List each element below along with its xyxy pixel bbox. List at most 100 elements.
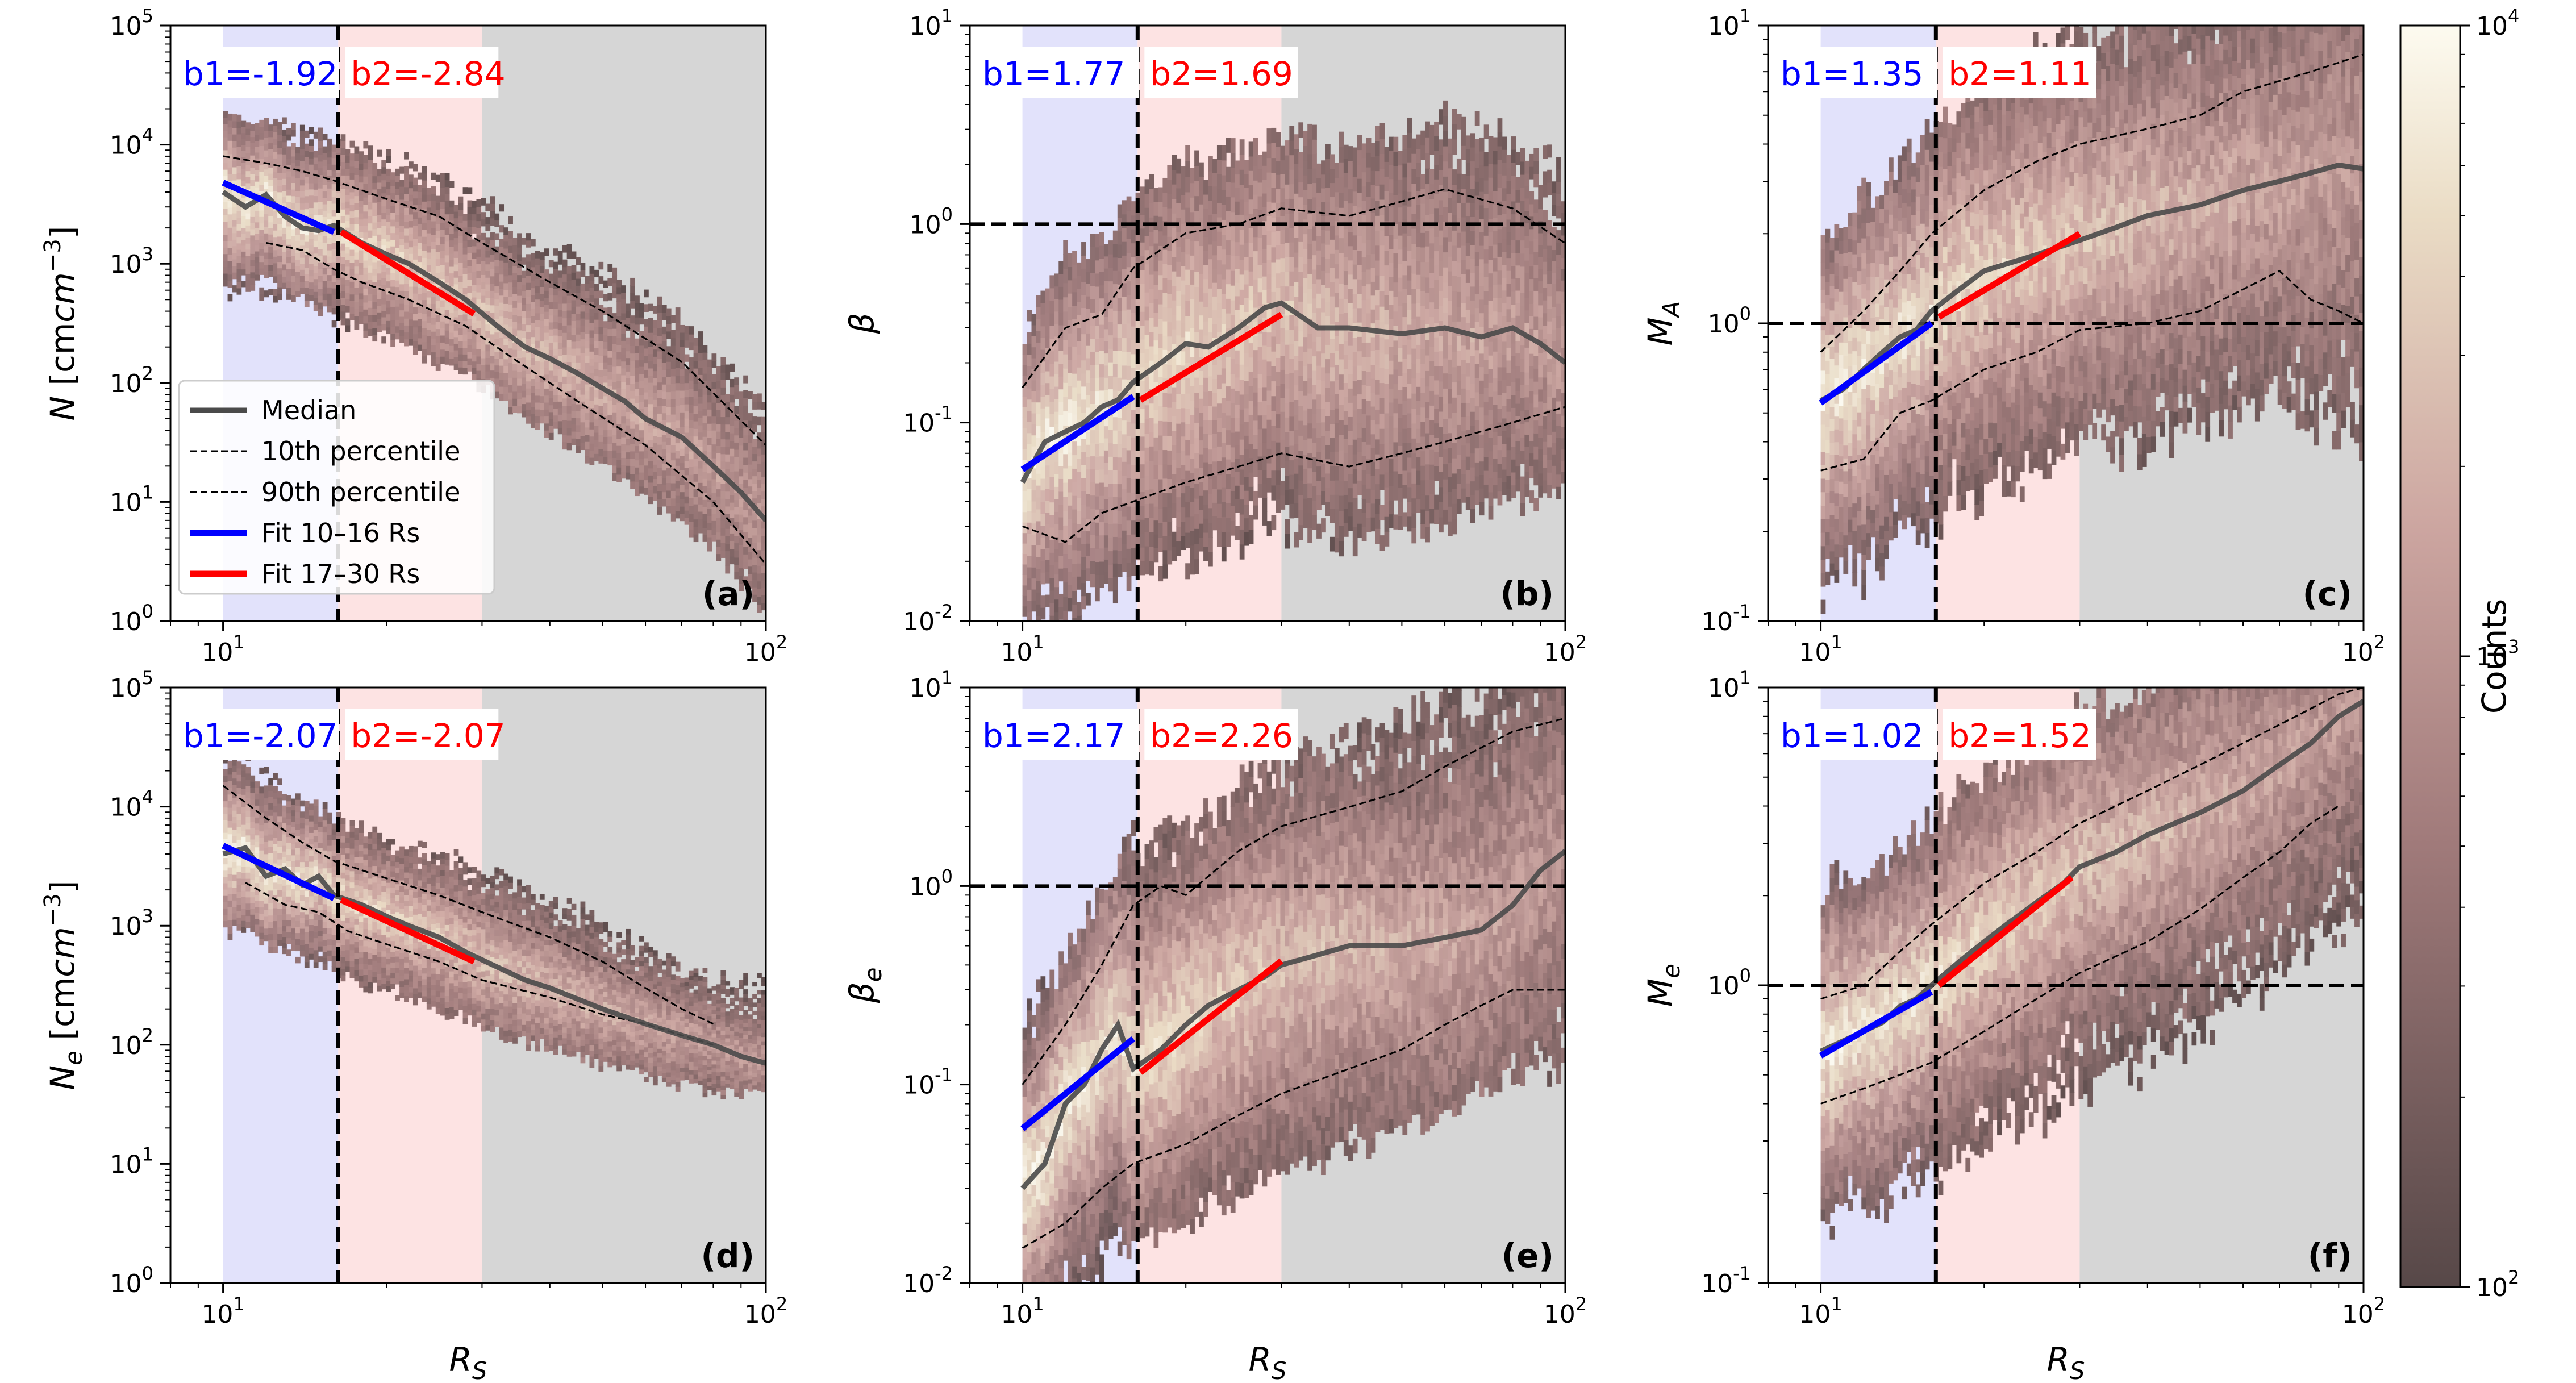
y-axis-label: N [cmcm−3]: [40, 226, 82, 421]
panel-f: b1=1.02 b2=1.52 (f) 10-1 100 101 101 102 RS Me: [1641, 667, 2385, 1383]
axes-frame: [169, 24, 767, 622]
axes-frame: [169, 686, 767, 1284]
histogram-2d: [1820, 26, 2364, 614]
fit-line-blue: [1819, 989, 1933, 1059]
panel-letter: (d): [701, 1236, 755, 1275]
percentile-90-line: [1820, 688, 2364, 1000]
b2-label: b2=1.52: [1948, 717, 2091, 755]
b2-box: [345, 47, 499, 98]
plot-area: [1768, 26, 2364, 621]
b1-label: b1=-1.92: [183, 55, 337, 93]
fit-line-red: [1138, 958, 1283, 1075]
b1-box: [1775, 47, 1937, 98]
y-axis-label: βe: [843, 968, 887, 1004]
y-tick-label: 10-2: [903, 1263, 953, 1298]
percentile-90-line: [222, 785, 714, 1025]
y-axis-label: β: [843, 313, 881, 334]
y-tick-label: 101: [910, 5, 953, 41]
median-line: [1819, 162, 2364, 403]
histogram-2d: [1022, 100, 1565, 621]
y-tick-label: 10-1: [903, 402, 953, 438]
x-tick-label: 101: [201, 1293, 244, 1329]
y-tick-label: 10-1: [903, 1064, 953, 1100]
b1-box: [177, 47, 339, 98]
b1-box: [977, 47, 1139, 98]
percentile-10-line: [1022, 989, 1565, 1249]
percentile-90-line: [1022, 188, 1565, 389]
panel-a: b1=-1.92 b2=-2.84 (a) 100 101 102 103 104 105 101…: [40, 5, 787, 667]
plot-area: [970, 688, 1565, 1283]
b2-box: [1144, 47, 1298, 98]
b1-box: [1775, 709, 1937, 760]
x-tick-label: 102: [2342, 631, 2385, 667]
percentile-10-line: [265, 241, 766, 565]
y-tick-label: 101: [1708, 667, 1751, 703]
legend: Median 10th percentile 90th percentile Fit …: [178, 380, 495, 595]
y-tick-label: 10-1: [1701, 601, 1751, 636]
percentile-90-line: [1820, 53, 2364, 353]
axes-frame: [969, 686, 1566, 1284]
panel-letter: (e): [1502, 1236, 1554, 1275]
fit-line-blue: [222, 843, 335, 901]
legend-label: Fit 17–30 Rs: [261, 559, 420, 589]
colorbar-ticks: 102 103 104: [2460, 5, 2519, 1302]
y-axis-label: Me: [1641, 964, 1685, 1007]
b2-box: [1943, 47, 2096, 98]
x-axis-label: RS: [1249, 1340, 1287, 1383]
plot-area: [1768, 688, 2364, 1283]
y-axis-label: Ne [cmcm−3]: [40, 881, 87, 1090]
fit-line-red: [339, 229, 476, 316]
panel-letter: (f): [2308, 1236, 2352, 1275]
x-tick-label: 101: [201, 631, 244, 667]
plot-area: [970, 26, 1565, 621]
y-tick-label: 100: [910, 203, 953, 239]
colorbar-tick-label: 102: [2476, 1267, 2519, 1302]
fit-line-blue: [1020, 394, 1135, 472]
b2-label: b2=2.26: [1150, 717, 1293, 755]
y-tick-label: 105: [110, 667, 153, 703]
panels-group: b1=-1.92 b2=-2.84 (a) 100 101 102 103 104 105 101…: [40, 5, 2385, 1383]
b1-label: b1=-2.07: [183, 717, 337, 755]
percentile-90-line: [1022, 717, 1565, 1085]
histogram-2d: [1820, 688, 2364, 1240]
x-tick-label: 101: [1001, 1293, 1044, 1329]
y-tick-label: 10-2: [903, 601, 953, 636]
legend-box: [178, 380, 495, 595]
y-tick-label: 101: [110, 481, 153, 517]
colorbar-label: Counts: [2475, 599, 2514, 714]
b1-label: b1=1.35: [1781, 55, 1923, 93]
percentile-10-line: [1820, 269, 2364, 472]
b2-box: [1943, 709, 2096, 760]
x-axis-label: RS: [449, 1340, 487, 1383]
y-tick-label: 100: [1708, 965, 1751, 1001]
x-tick-label: 101: [1799, 631, 1842, 667]
axes-frame: [969, 24, 1566, 622]
b1-label: b1=1.77: [982, 55, 1125, 93]
fit-line-red: [1937, 231, 2082, 320]
panel-letter: (c): [2303, 574, 2352, 613]
x-tick-label: 102: [744, 1293, 787, 1329]
y-tick-label: 102: [110, 363, 153, 398]
y-tick-label: 103: [110, 243, 153, 279]
panel-c: b1=1.35 b2=1.11 (c) 10-1 100 101 101 102 MA: [1641, 5, 2385, 667]
fit-line-red: [1936, 875, 2074, 988]
b2-box: [345, 709, 499, 760]
colorbar-gradient: [2399, 24, 2461, 1288]
y-tick-label: 105: [110, 5, 153, 41]
b1-box: [977, 709, 1139, 760]
colorbar: 102 103 104 Counts: [2399, 5, 2519, 1302]
panel-letter: (a): [702, 574, 755, 613]
panel-b: b1=1.77 b2=1.69 (b) 10-2 10-1 100 101 101 102 β: [843, 5, 1587, 667]
x-tick-label: 101: [1001, 631, 1044, 667]
legend-label: Median: [261, 395, 356, 426]
fit-line-red: [340, 897, 476, 965]
y-tick-label: 104: [110, 124, 153, 160]
b1-box: [177, 709, 339, 760]
x-tick-label: 102: [1544, 1293, 1587, 1329]
b1-label: b1=2.17: [982, 717, 1125, 755]
x-tick-label: 102: [2342, 1293, 2385, 1329]
fit-line-blue: [1819, 320, 1933, 406]
fit-line-blue: [222, 180, 335, 235]
x-tick-label: 102: [1544, 631, 1587, 667]
